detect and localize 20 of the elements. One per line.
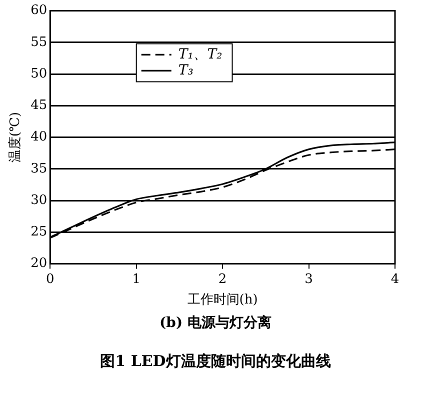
y-tick-label: 25 <box>30 224 48 240</box>
text: 图1 LED灯温度随时间的变化曲线 <box>99 352 332 371</box>
x-tick-label: 1 <box>132 272 140 287</box>
y-axis-title: 温度(℃) <box>7 112 24 163</box>
legend-label: T₃ <box>178 62 194 78</box>
x-tick-label: 4 <box>390 272 400 287</box>
y-tick-label: 55 <box>30 34 48 50</box>
text: (b) 电源与灯分离 <box>158 314 272 332</box>
y-tick-label: 45 <box>30 98 48 114</box>
y-tick-label: 20 <box>30 256 48 272</box>
x-tick-label: 3 <box>304 272 313 287</box>
y-tick-label: 60 <box>30 3 48 18</box>
y-tick-label: 40 <box>30 130 48 145</box>
y-tick-label: 30 <box>30 192 48 208</box>
y-tick-label: 50 <box>30 66 48 82</box>
y-tick-label: 35 <box>30 161 48 176</box>
x-tick-label: 2 <box>218 272 227 287</box>
legend-label: T₁、T₂ <box>178 46 223 62</box>
x-tick-label: 0 <box>46 272 54 287</box>
x-axis-title: 工作时间(h) <box>187 292 258 308</box>
